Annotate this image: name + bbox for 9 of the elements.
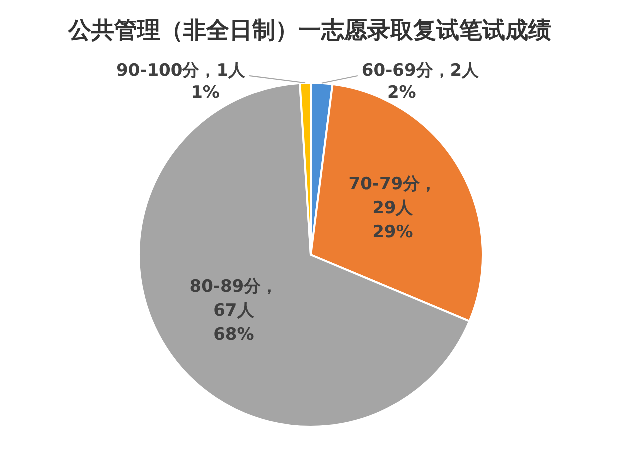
slice-label: 60-69分，2人 [362,61,480,81]
chart-title: 公共管理（非全日制）一志愿录取复试笔试成绩 [68,18,552,44]
slice-label: 70-79分，29人 [348,174,438,219]
text: 29% [372,222,414,243]
slice-label: 90-100分，1人 [116,61,247,81]
text: 1% [191,83,220,103]
slice-label: 80-89分，67人 [190,276,278,321]
text: 68% [214,324,254,345]
text: 2% [387,83,416,103]
